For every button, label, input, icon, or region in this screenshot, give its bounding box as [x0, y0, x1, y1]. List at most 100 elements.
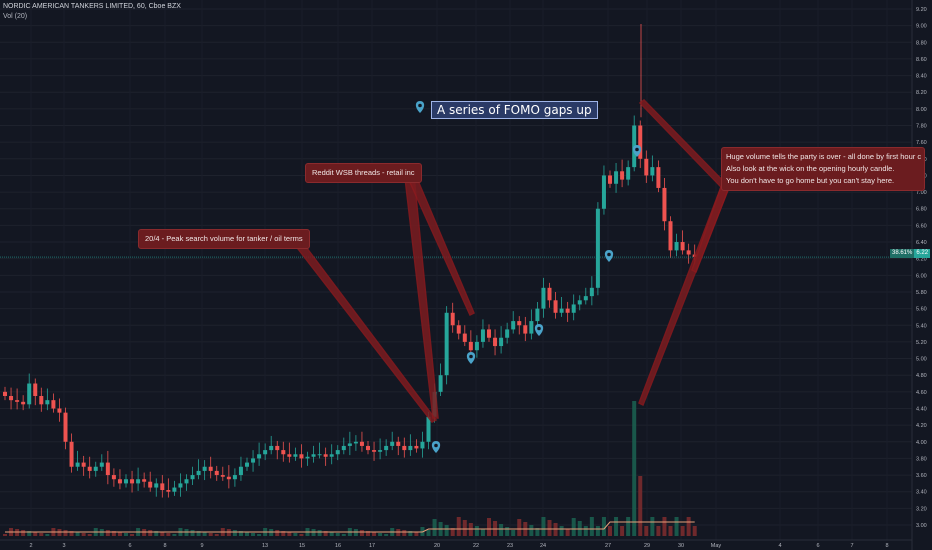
candle-body — [257, 454, 262, 459]
volume-bar — [499, 524, 504, 536]
candle-body — [644, 158, 649, 176]
volume-bar — [63, 530, 68, 536]
volume-bar — [75, 532, 80, 536]
callout-line-3: You don't have to go home but you can't … — [726, 176, 895, 185]
volume-callout[interactable]: Huge volume tells the party is over - al… — [721, 147, 925, 191]
price-tick-label: 6.00 — [916, 273, 927, 279]
price-tick-label: 4.20 — [916, 423, 927, 429]
volume-bar — [608, 526, 612, 536]
map-pin-dot — [418, 103, 422, 108]
candle-body — [577, 300, 582, 305]
volume-bar — [402, 530, 407, 536]
volume-bar — [166, 533, 171, 536]
candle-body — [335, 450, 340, 455]
candle-body — [505, 329, 510, 338]
volume-bar — [317, 530, 322, 536]
candle-body — [311, 454, 316, 457]
candle-body — [638, 125, 643, 159]
candle-body — [462, 333, 467, 342]
candle-body — [9, 396, 14, 401]
candle-body — [317, 454, 322, 456]
candle-body — [21, 401, 26, 405]
price-tick-label: 4.60 — [916, 390, 927, 396]
candle-body — [559, 308, 564, 313]
candle-body — [190, 475, 195, 480]
price-tick-label: 6.20 — [916, 257, 927, 263]
current-price-value: 6.22 — [914, 249, 931, 258]
volume-bar — [426, 530, 431, 536]
volume-bar — [202, 532, 207, 536]
annotation-arrows — [293, 99, 730, 423]
candle-body — [269, 445, 274, 451]
candle-body — [75, 462, 80, 467]
search-volume-callout[interactable]: 20/4 - Peak search volume for tanker / o… — [138, 229, 310, 249]
volume-bar — [299, 534, 304, 536]
price-tick-label: 8.60 — [916, 57, 927, 63]
volume-bar — [105, 530, 110, 536]
reddit-callout[interactable]: Reddit WSB threads - retail inc — [305, 163, 422, 183]
volume-bar — [638, 476, 643, 536]
callout-text: Reddit WSB threads - retail inc — [312, 168, 415, 177]
fomo-gaps-note[interactable]: A series of FOMO gaps up — [431, 101, 598, 119]
volume-bar — [3, 534, 7, 536]
candle-body — [408, 445, 413, 451]
candle-body — [166, 490, 171, 492]
volume-bar — [341, 534, 346, 536]
candle-body — [245, 462, 249, 467]
volume-bar — [444, 525, 449, 536]
volume-bar — [329, 532, 334, 536]
volume-bar — [335, 533, 340, 536]
volume-bar — [505, 527, 510, 536]
candle-body — [384, 445, 389, 451]
candle-body — [517, 321, 522, 326]
volume-bar — [517, 519, 522, 536]
candle-body — [117, 479, 122, 484]
volume-bar — [432, 519, 437, 536]
time-axis[interactable]: 2 3 6 8 9 13 15 16 17 20 22 23 24 27 29 30 May 4 6 7 8 — [0, 539, 912, 549]
map-pin-dot — [607, 252, 611, 257]
candle-body — [456, 325, 461, 334]
candle-body — [81, 462, 86, 467]
candle-body — [359, 441, 364, 446]
volume-bar — [232, 530, 237, 536]
volume-bar — [148, 530, 153, 536]
candle-body — [93, 466, 98, 471]
candle-body — [293, 454, 298, 457]
volume-bar — [257, 534, 262, 536]
price-tick-label: 3.00 — [916, 523, 927, 529]
candle-body — [33, 383, 38, 396]
time-tick-label: 3 — [62, 543, 65, 549]
volume-moving-average-line — [5, 521, 695, 533]
candle-body — [105, 462, 110, 476]
price-tick-label: 3.20 — [916, 506, 927, 512]
price-axis[interactable]: 3.00 3.20 3.40 3.60 3.80 4.00 4.20 4.40 4.60 4.80… — [911, 0, 927, 550]
volume-bar — [238, 531, 243, 536]
candle-body — [39, 396, 44, 405]
volume-bar — [124, 533, 128, 536]
volume-bar — [27, 531, 32, 536]
candle-body — [341, 445, 346, 451]
volume-indicator-label[interactable]: Vol (20) — [3, 13, 28, 20]
candle-body — [601, 175, 606, 209]
price-tick-label: 4.80 — [916, 373, 927, 379]
volume-bar — [117, 532, 122, 536]
volume-bar — [680, 526, 685, 536]
volume-bar — [160, 532, 165, 536]
time-tick-label: 2 — [29, 543, 32, 549]
volume-bar — [589, 517, 594, 536]
candle-body — [172, 487, 177, 492]
candle-body — [614, 171, 619, 184]
volume-bar — [45, 534, 50, 536]
candle-body — [154, 483, 159, 488]
candle-body — [438, 375, 443, 392]
time-tick-label: 8 — [885, 543, 888, 549]
price-tick-label: 5.80 — [916, 290, 927, 296]
candle-body — [184, 479, 189, 484]
time-tick-label: 30 — [678, 543, 684, 549]
callout-line-2: Also look at the wick on the opening hou… — [726, 164, 895, 173]
candle-body — [99, 462, 104, 467]
volume-bar — [487, 518, 491, 536]
volume-bar — [614, 517, 619, 536]
candle-body — [51, 400, 56, 409]
